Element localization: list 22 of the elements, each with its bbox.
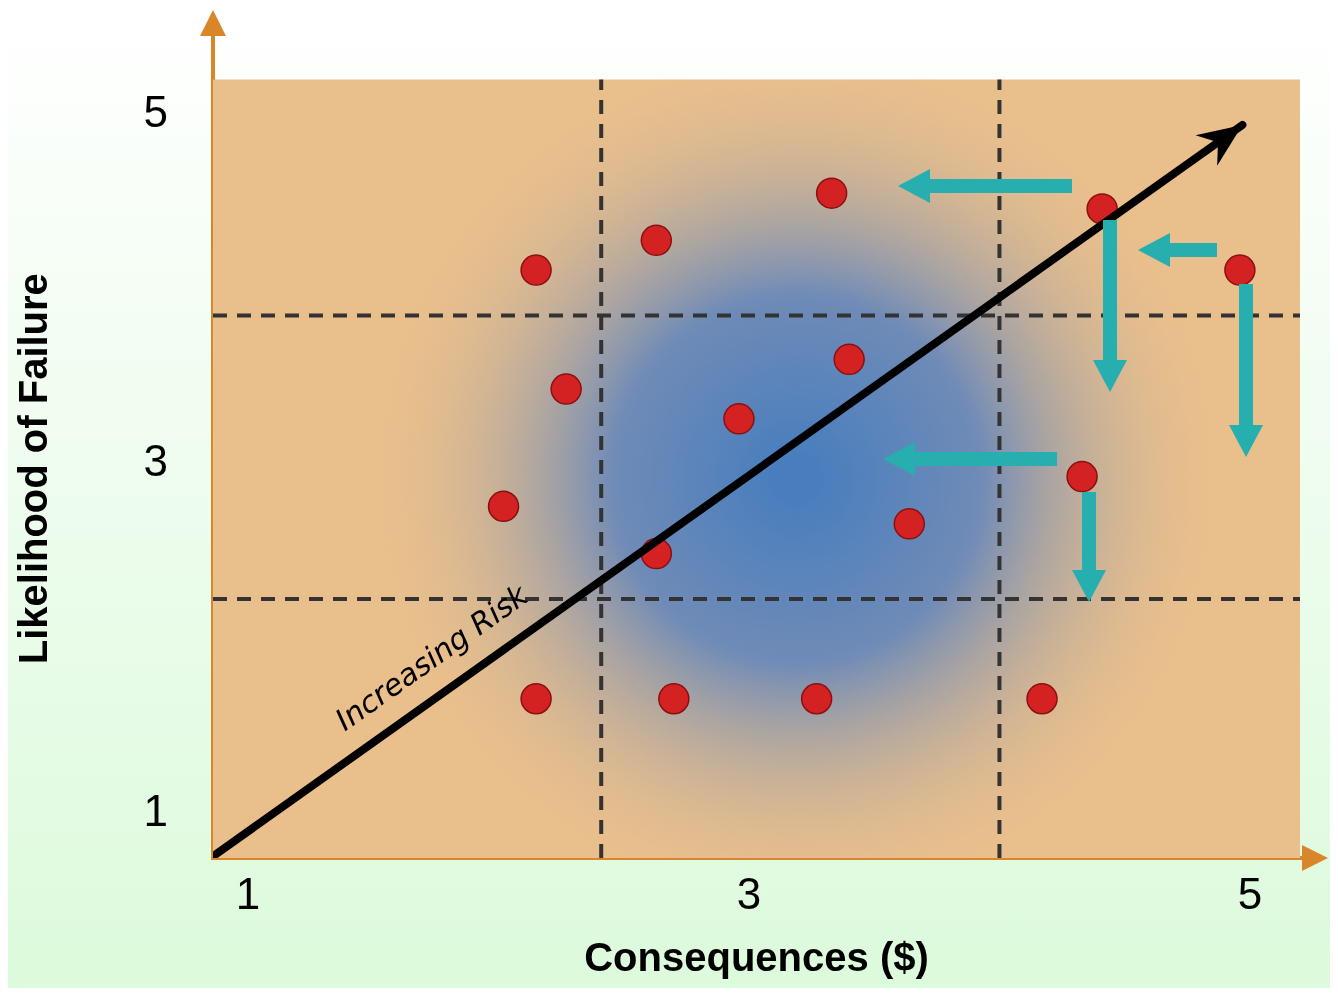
point: [658, 683, 690, 715]
y-tick-label: 3: [143, 436, 168, 486]
point: [640, 224, 673, 257]
point: [1026, 683, 1058, 715]
y-tick-label: 5: [143, 86, 168, 136]
y-axis-title: Likelihood of Failure: [11, 273, 56, 665]
point: [815, 177, 848, 209]
x-tick-label: 3: [736, 868, 762, 918]
point: [520, 683, 552, 715]
point: [723, 403, 755, 435]
x-axis-title: Consequences ($): [584, 935, 929, 980]
point: [800, 683, 833, 715]
point: [833, 343, 865, 376]
point: [1224, 254, 1256, 286]
point: [893, 508, 926, 540]
point: [487, 490, 520, 523]
point: [550, 373, 582, 405]
y-tick-label: 1: [143, 786, 168, 836]
x-tick-label: 5: [1237, 868, 1263, 918]
point: [520, 254, 552, 286]
point: [1066, 460, 1098, 493]
x-tick-label: 1: [235, 868, 261, 918]
